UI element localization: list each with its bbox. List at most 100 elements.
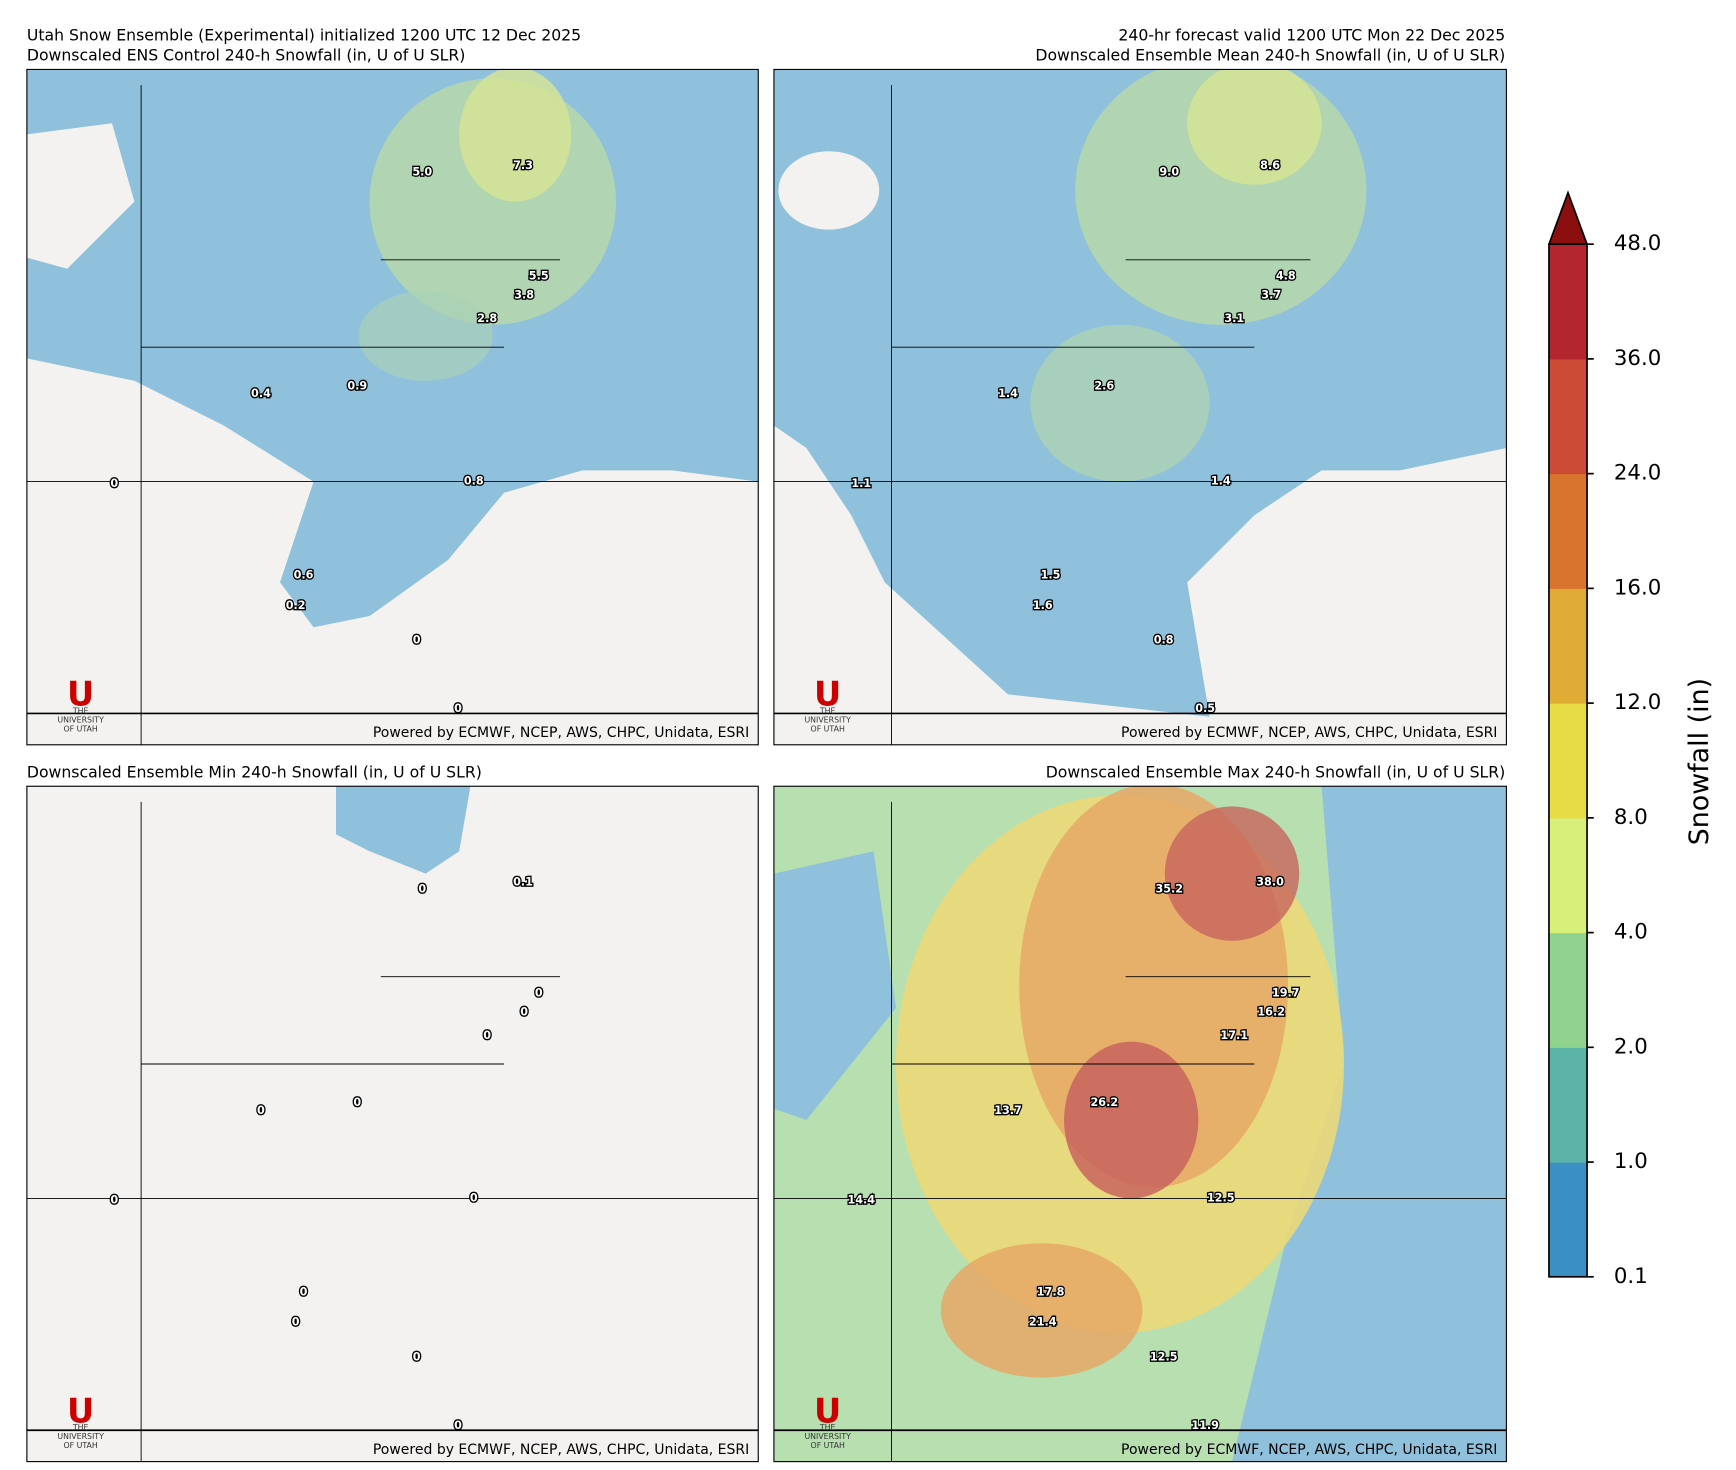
colorbar-segment xyxy=(1548,932,1588,1048)
map-3 xyxy=(773,786,1507,1462)
point-label: 0.6 xyxy=(294,569,314,582)
logo-text: OF UTAH xyxy=(63,724,97,733)
point-label: 17.1 xyxy=(1220,1029,1248,1042)
colorbar-tick-label: 1.0 xyxy=(1614,1149,1648,1174)
point-label: 5.5 xyxy=(529,270,549,283)
point-label: 1.6 xyxy=(1033,599,1053,612)
point-label: 35.2 xyxy=(1155,882,1183,895)
point-label: 11.9 xyxy=(1191,1419,1219,1432)
header-right: 240-hr forecast valid 1200 UTC Mon 22 De… xyxy=(1118,25,1505,44)
point-label: 7.3 xyxy=(513,159,533,172)
point-label: 2.6 xyxy=(1094,379,1114,392)
logo-text: OF UTAH xyxy=(811,724,845,733)
colorbar-segment xyxy=(1548,1047,1588,1163)
point-label: 0 xyxy=(454,702,462,715)
frames xyxy=(26,68,1507,1463)
point-label: 2.8 xyxy=(477,312,497,325)
point-label: 0 xyxy=(520,1005,528,1018)
point-label: 0.8 xyxy=(1154,634,1174,647)
point-label: 17.8 xyxy=(1037,1285,1065,1298)
point-label: 0 xyxy=(418,882,426,895)
map-2 xyxy=(26,786,759,1462)
logo-text: UNIVERSITY xyxy=(57,1432,104,1441)
logo-text: OF UTAH xyxy=(811,1441,845,1450)
point-label: 0.9 xyxy=(347,379,367,392)
colorbar-frame xyxy=(1548,243,1588,1278)
point-label: 0 xyxy=(110,477,118,490)
point-label: 16.2 xyxy=(1257,1005,1285,1018)
point-label: 0 xyxy=(257,1104,265,1117)
point-label: 3.7 xyxy=(1261,289,1281,302)
point-label: 0.4 xyxy=(251,387,271,400)
point-label: 1.1 xyxy=(851,477,871,490)
panel-title: Downscaled Ensemble Mean 240-h Snowfall … xyxy=(1035,45,1505,64)
point-label: 0 xyxy=(353,1096,361,1109)
point-label: 0 xyxy=(454,1419,462,1432)
colorbar-tick-label: 48.0 xyxy=(1614,231,1661,256)
point-label: 5.0 xyxy=(412,165,432,178)
credit: Powered by ECMWF, NCEP, AWS, CHPC, Unida… xyxy=(373,1442,749,1458)
point-label: 0 xyxy=(300,1285,308,1298)
credit: Powered by ECMWF, NCEP, AWS, CHPC, Unida… xyxy=(1121,725,1497,741)
colorbar-tick-label: 0.1 xyxy=(1614,1264,1648,1289)
header-left: Utah Snow Ensemble (Experimental) initia… xyxy=(27,25,581,44)
colorbar-tick-label: 8.0 xyxy=(1614,805,1648,830)
logo-text: UNIVERSITY xyxy=(804,1432,851,1441)
point-label: 1.5 xyxy=(1041,569,1061,582)
colorbar-tick-label: 4.0 xyxy=(1614,920,1648,945)
point-label: 1.4 xyxy=(998,387,1018,400)
point-label: 0.2 xyxy=(286,599,306,612)
point-label: 0.5 xyxy=(1195,702,1215,715)
point-label: 38.0 xyxy=(1256,876,1284,889)
colorbar-segment xyxy=(1548,1162,1588,1278)
borders xyxy=(26,85,1507,1462)
logo-letter: U xyxy=(814,675,841,714)
logo-letter: U xyxy=(814,1391,841,1430)
point-label: 0.1 xyxy=(513,876,533,889)
map-0 xyxy=(26,69,759,745)
colorbar-segment xyxy=(1548,817,1588,934)
point-label: 26.2 xyxy=(1091,1096,1119,1109)
panel-title: Downscaled Ensemble Max 240-h Snowfall (… xyxy=(1046,762,1506,781)
colorbar-tick-label: 12.0 xyxy=(1614,690,1661,715)
point-label: 13.7 xyxy=(994,1104,1022,1117)
logo-text: THE xyxy=(819,706,836,715)
point-label: 4.8 xyxy=(1276,270,1296,283)
point-label: 9.0 xyxy=(1159,165,1179,178)
point-label: 3.8 xyxy=(514,289,534,302)
logo-text: THE xyxy=(819,1423,836,1432)
point-label: 0 xyxy=(110,1194,118,1207)
colorbar-tick-label: 16.0 xyxy=(1614,575,1661,600)
panel-title: Downscaled Ensemble Min 240-h Snowfall (… xyxy=(27,762,482,781)
point-label: 0 xyxy=(483,1029,491,1042)
colorbar-segment xyxy=(1548,703,1588,819)
point-label: 0 xyxy=(413,634,421,647)
colorbar-tick-label: 24.0 xyxy=(1614,461,1661,486)
logo-text: OF UTAH xyxy=(63,1441,97,1450)
logo-letter: U xyxy=(67,1391,94,1430)
logo-text: THE xyxy=(72,1423,89,1432)
colorbar-extend xyxy=(1547,190,1589,246)
point-label: 0.8 xyxy=(464,475,484,488)
point-label: 0 xyxy=(535,986,543,999)
logo-text: UNIVERSITY xyxy=(57,715,104,724)
point-label: 0 xyxy=(292,1316,300,1329)
point-label: 8.6 xyxy=(1260,159,1280,172)
point-label: 19.7 xyxy=(1272,986,1300,999)
point-label: 14.4 xyxy=(847,1194,875,1207)
colorbar-segment xyxy=(1548,244,1588,360)
point-label: 0 xyxy=(413,1350,421,1363)
credit: Powered by ECMWF, NCEP, AWS, CHPC, Unida… xyxy=(1121,1442,1497,1458)
map-1 xyxy=(773,69,1507,745)
point-label: 12.5 xyxy=(1207,1191,1235,1204)
point-label: 3.1 xyxy=(1224,312,1244,325)
logo-letter: U xyxy=(67,675,94,714)
point-label: 21.4 xyxy=(1029,1316,1057,1329)
logo-text: THE xyxy=(72,706,89,715)
colorbar-segment xyxy=(1548,588,1588,704)
point-label: 12.5 xyxy=(1150,1350,1178,1363)
colorbar-segment xyxy=(1548,473,1588,589)
colorbar-tick-label: 36.0 xyxy=(1614,346,1661,371)
point-label: 1.4 xyxy=(1211,475,1231,488)
